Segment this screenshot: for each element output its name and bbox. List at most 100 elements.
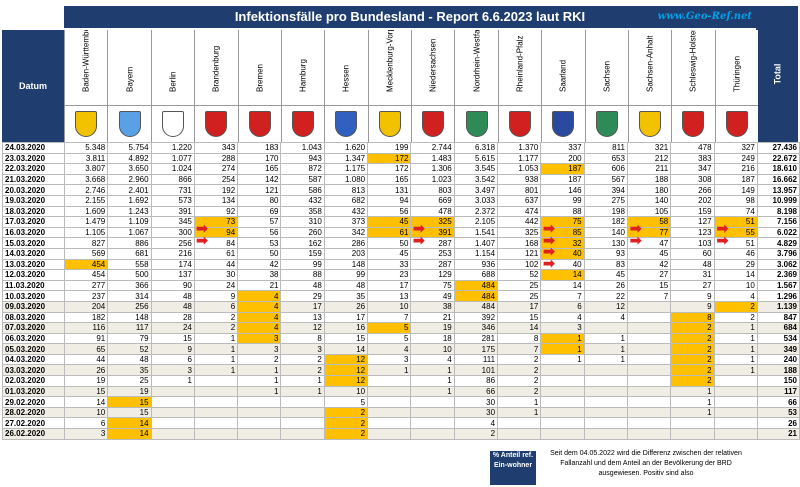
total-cell: 8.198 xyxy=(756,205,800,218)
value-cell xyxy=(150,385,195,398)
value-cell: 101 xyxy=(453,364,499,377)
value-cell: 6.318 xyxy=(453,142,499,154)
value-cell: 35 xyxy=(107,364,152,377)
value-cell: 79 xyxy=(107,332,152,345)
value-cell: 3 xyxy=(367,353,412,366)
value-cell: 391 xyxy=(150,205,195,218)
value-cell: 606 xyxy=(583,163,628,175)
value-cell: 1.154 xyxy=(453,247,499,260)
coat-of-arms-icon xyxy=(161,111,184,137)
value-cell xyxy=(583,322,628,334)
value-cell: 2 xyxy=(193,322,239,334)
value-cell: 5.348 xyxy=(63,142,109,154)
value-cell xyxy=(367,385,412,398)
value-cell: 17 xyxy=(497,300,542,313)
value-cell xyxy=(150,417,195,430)
value-cell: 3.545 xyxy=(453,163,499,175)
value-cell: 500 xyxy=(107,269,152,281)
value-cell: 4 xyxy=(540,311,585,324)
total-cell: 1.567 xyxy=(756,279,800,292)
state-header-12: Sachsen xyxy=(584,30,628,106)
state-header-label: Berlin xyxy=(168,71,178,92)
state-crest xyxy=(367,106,411,142)
table-row: 01.03.2020 15 19 1 1 10 1 66 2 1 117 xyxy=(2,385,800,398)
state-crest xyxy=(497,106,542,142)
value-cell: 314 xyxy=(107,290,152,302)
value-cell: 1 xyxy=(540,343,585,355)
value-cell: 48 xyxy=(150,300,195,313)
coat-of-arms-icon xyxy=(725,111,748,137)
value-cell: 1.483 xyxy=(410,152,455,165)
value-cell: 216 xyxy=(713,163,758,175)
value-cell xyxy=(367,406,412,419)
value-cell xyxy=(583,406,628,419)
value-cell xyxy=(193,396,239,408)
value-cell: 474 xyxy=(497,205,542,218)
state-header-14: Schleswig-Holstein xyxy=(671,30,715,106)
site-logo-text[interactable]: www.Geo-Ref.net xyxy=(657,11,752,22)
date-cell: 09.03.2020 xyxy=(2,300,65,313)
value-cell: 1 xyxy=(713,364,758,377)
value-cell: 172 xyxy=(367,152,412,165)
value-cell: 5 xyxy=(323,396,369,408)
date-cell: 11.03.2020 xyxy=(2,279,65,292)
value-cell: 1 xyxy=(497,406,542,419)
value-cell: 266 xyxy=(670,184,715,196)
value-cell xyxy=(280,417,325,430)
value-cell: 432 xyxy=(280,194,325,207)
value-cell: 3.807 xyxy=(63,163,109,175)
value-cell: 105 xyxy=(626,205,672,218)
total-cell: 684 xyxy=(756,322,800,334)
value-cell: 146 xyxy=(540,184,585,196)
value-cell: 130 xyxy=(583,237,628,249)
value-cell: 2.401 xyxy=(107,184,152,196)
value-cell: 14 xyxy=(63,396,109,408)
value-cell: 1 xyxy=(670,396,715,408)
value-cell: 383 xyxy=(670,152,715,165)
date-cell: 17.03.2020 xyxy=(2,216,65,228)
value-cell: 5 xyxy=(367,332,412,345)
value-cell: 1 xyxy=(193,364,239,377)
value-cell: 8 xyxy=(497,332,542,345)
value-cell: 46 xyxy=(713,247,758,260)
value-cell: 10 xyxy=(63,406,109,419)
value-cell: 358 xyxy=(280,205,325,218)
value-cell: 1 xyxy=(713,353,758,366)
value-cell: 3 xyxy=(237,332,282,345)
date-cell: 06.03.2020 xyxy=(2,332,65,345)
value-cell: 52 xyxy=(107,343,152,355)
value-cell: 14 xyxy=(107,428,152,440)
value-cell: 98 xyxy=(713,194,758,207)
value-cell: 346 xyxy=(453,322,499,334)
value-cell: 83 xyxy=(583,258,628,271)
value-cell: 26 xyxy=(323,300,369,313)
date-cell: 23.03.2020 xyxy=(2,152,65,165)
state-header-1: Bayern xyxy=(107,30,151,106)
value-cell: 7 xyxy=(367,311,412,324)
table-row: 12.03.2020 454 500 137 30 38 88 99 23 129 688 52 14 4… xyxy=(2,269,800,281)
state-header-label: Sachsen xyxy=(602,60,612,92)
value-cell: 5 xyxy=(367,322,412,334)
state-header-label: Thüringen xyxy=(732,55,742,92)
value-cell: 12 xyxy=(583,300,628,313)
arrow-right-icon: ➡ xyxy=(543,255,555,271)
value-cell: 192 xyxy=(193,184,239,196)
table-row: 07.03.2020 116 117 24 2 4 12 16 5 19 346 14 3 2 1 684 xyxy=(2,322,800,334)
value-cell: 1 xyxy=(670,385,715,398)
value-cell: 2.744 xyxy=(410,142,455,154)
value-cell: 308 xyxy=(670,173,715,186)
value-cell: 13 xyxy=(367,290,412,302)
value-cell: 57 xyxy=(237,216,282,228)
value-cell: 9 xyxy=(193,290,239,302)
state-header-10: Rheinland-Pfalz xyxy=(497,30,542,106)
arrow-right-icon: ➡ xyxy=(716,231,729,248)
arrow-right-icon: ➡ xyxy=(629,231,642,248)
value-cell: 938 xyxy=(497,173,542,186)
value-cell: 1 xyxy=(583,353,628,366)
value-cell: 731 xyxy=(150,184,195,196)
footnote: Seit dem 04.05.2022 wird die Differenz z… xyxy=(538,449,754,483)
value-cell: 1.105 xyxy=(63,226,109,239)
value-cell: 17 xyxy=(367,279,412,292)
value-cell: 587 xyxy=(280,173,325,186)
value-cell: 93 xyxy=(583,247,628,260)
